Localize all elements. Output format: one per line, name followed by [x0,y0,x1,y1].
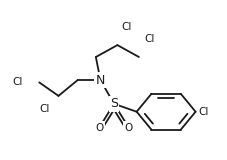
Text: S: S [109,97,118,110]
Text: N: N [95,73,105,87]
Text: Cl: Cl [39,104,50,114]
Text: Cl: Cl [121,22,131,32]
Text: O: O [95,123,103,133]
Text: O: O [124,123,132,133]
Text: Cl: Cl [12,77,23,87]
Text: Cl: Cl [197,107,208,117]
Text: Cl: Cl [143,34,154,44]
